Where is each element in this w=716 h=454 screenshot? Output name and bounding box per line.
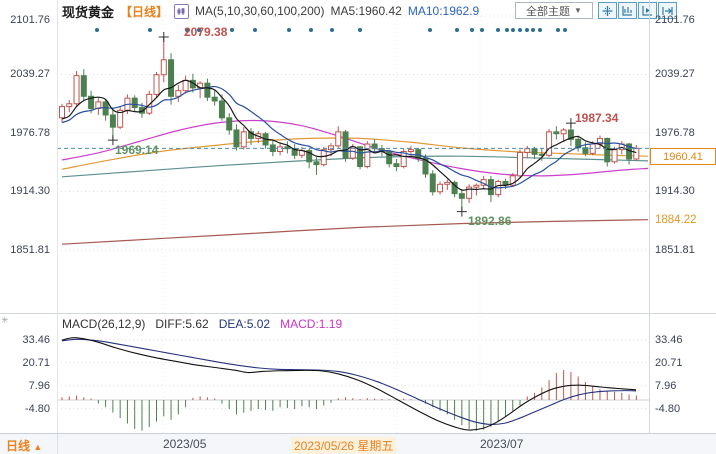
period-tab-label: 日线 — [6, 439, 31, 453]
jump-latest-icon — [662, 6, 673, 15]
symbol-title: 现货黄金 — [62, 4, 115, 20]
macd-pane[interactable] — [57, 315, 649, 433]
ma-legend: MA(5,10,30,60,100,200) — [195, 4, 325, 18]
axis-play-icon — [642, 5, 652, 16]
chevron-down-icon: ▼ — [574, 6, 582, 15]
period-tag: 【日线】 — [120, 4, 169, 19]
x-axis-selected-date: 2023/05/26 星期五 — [291, 437, 397, 454]
price-tick-label: 1914.30 — [655, 185, 695, 198]
bottom-bar: 日线 ▲ 2023/05 2023/05/26 星期五 2023/07 — [0, 433, 716, 454]
jump-latest-button[interactable] — [658, 2, 677, 19]
swing-marker-label: 1987.34 — [575, 111, 619, 125]
macd-header: MACD(26,12,9) DIFF:5.62 DEA:5.02 MACD:1.… — [62, 317, 342, 331]
ma5-value: MA5:1960.42 — [330, 4, 402, 18]
pan-crosshair-button[interactable] — [598, 2, 617, 19]
price-tick-label: 1914.30 — [10, 185, 50, 198]
current-price-box: 1960.41 — [650, 148, 716, 166]
price-tick-label: 1976.78 — [10, 127, 50, 139]
x-axis-label: 2023/07 — [480, 437, 524, 451]
theme-dropdown[interactable]: 全部主题 ▼ — [515, 2, 593, 19]
macd-tick-label: 7.96 — [28, 379, 50, 392]
price-tick-label: 2101.76 — [10, 13, 50, 26]
right-axis-separator — [649, 0, 650, 433]
axis-range-button[interactable] — [618, 2, 637, 19]
macd-tick-label: -4.80 — [655, 402, 681, 415]
bottom-bar-separator — [57, 434, 58, 454]
ma10-value: MA10:1962.9 — [407, 4, 480, 18]
axis-range-icon — [622, 5, 632, 16]
swing-marker-label: 1892.86 — [468, 214, 512, 228]
macd-tick-label: 20.71 — [655, 356, 683, 369]
price-tick-label: 1851.81 — [10, 243, 50, 256]
macd-title: MACD(26,12,9) — [62, 317, 146, 331]
price-tick-label: 2039.27 — [10, 68, 50, 81]
x-axis-label: 2023/05 — [163, 437, 207, 451]
price-tick-label: 2101.76 — [655, 13, 695, 26]
macd-tick-label: 33.46 — [655, 333, 683, 346]
macd-settings-icon[interactable]: ✳ — [1, 315, 9, 325]
macd-value: MACD:1.19 — [280, 317, 343, 331]
macd-tick-label: -4.80 — [24, 402, 50, 415]
dea-value: DEA:5.02 — [218, 317, 271, 331]
theme-dropdown-label: 全部主题 — [526, 5, 571, 18]
price-tick-label: 1851.81 — [655, 243, 695, 256]
pan-crosshair-icon — [602, 5, 613, 16]
swing-marker-label: 1969.14 — [115, 143, 159, 157]
swing-marker-label: 2079.38 — [184, 25, 228, 39]
chart-header: 现货黄金 【日线】 MA(5,10,30,60,100,200) MA5:196… — [62, 3, 480, 20]
left-axis-separator — [57, 0, 58, 433]
macd-tick-label: 20.71 — [22, 356, 50, 369]
triangle-up-icon: ▲ — [33, 442, 43, 452]
price-tick-label: 1976.78 — [655, 127, 695, 139]
period-tab-daily[interactable]: 日线 ▲ — [6, 437, 42, 454]
macd-tick-label: 33.46 — [22, 333, 50, 346]
ma200-value-label: 1884.22 — [655, 213, 697, 226]
pane-divider — [0, 313, 716, 314]
kline-chart-icon[interactable] — [174, 3, 190, 19]
price-tick-label: 2039.27 — [655, 68, 695, 81]
axis-play-button[interactable] — [638, 2, 657, 19]
macd-tick-label: 7.96 — [655, 379, 677, 392]
diff-value: DIFF:5.62 — [155, 317, 209, 331]
